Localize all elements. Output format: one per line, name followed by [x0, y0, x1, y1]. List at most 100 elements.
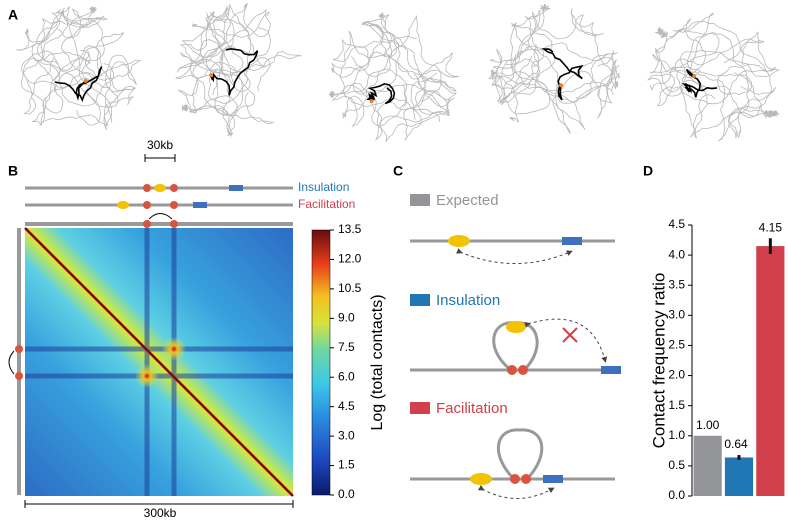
contact-map: 300kb	[24, 227, 294, 520]
polymer	[511, 42, 620, 104]
interaction	[524, 318, 608, 363]
polymer	[176, 6, 270, 73]
polymer-structures	[16, 2, 781, 142]
enhancer	[470, 473, 492, 485]
segment-end	[369, 99, 374, 104]
polymer	[192, 2, 275, 125]
polymer	[686, 32, 780, 120]
polymer	[191, 4, 303, 105]
scale-label: 30kb	[147, 138, 173, 152]
loop-arc	[8, 350, 15, 375]
colorbar-tick-label: 3.0	[338, 428, 355, 442]
colorbar-tick-label: 7.5	[338, 340, 355, 354]
diagonal	[24, 227, 294, 497]
y-tick-label: 0.5	[668, 458, 685, 472]
interaction	[456, 248, 573, 264]
value-label: 0.64	[724, 437, 748, 451]
segment-end	[83, 78, 88, 83]
panel-label: B	[8, 163, 18, 179]
polymer	[511, 4, 614, 119]
anchor	[15, 345, 23, 353]
legend-label: Insulation	[436, 292, 500, 309]
polymer	[366, 14, 449, 142]
y-tick-label: 2.5	[668, 338, 685, 352]
colorbar	[311, 229, 331, 496]
legend-swatch	[410, 402, 430, 414]
enhancer	[448, 235, 470, 247]
polymer	[490, 45, 545, 103]
panel-label: C	[393, 163, 403, 179]
y-tick-label: 1.0	[668, 428, 685, 442]
anchor	[518, 365, 528, 375]
loop-arc	[148, 213, 173, 220]
polymer	[488, 22, 556, 123]
peak	[135, 364, 159, 388]
segment-end	[209, 73, 214, 78]
colorbar-tick-label: 6.0	[338, 369, 355, 383]
loop	[497, 428, 544, 481]
polymer	[23, 6, 98, 115]
y-tick-label: 2.0	[668, 368, 685, 382]
promoter	[193, 202, 207, 208]
promoter	[229, 185, 243, 191]
enhancer	[506, 321, 526, 333]
track-label: Facilitation	[298, 197, 355, 211]
colorbar-tick-label: 4.5	[338, 399, 355, 413]
value-label: 4.15	[759, 220, 783, 234]
polymer	[654, 18, 781, 93]
promoter	[562, 237, 582, 245]
polymer	[650, 63, 776, 142]
highlighted-segment	[54, 66, 103, 103]
anchor	[521, 474, 531, 484]
anchor	[143, 220, 151, 228]
polymer	[331, 22, 426, 102]
anchor	[15, 372, 23, 380]
promoter	[543, 475, 563, 483]
polymer	[489, 9, 586, 134]
scale-label: 300kb	[144, 506, 177, 520]
polymer	[40, 8, 114, 107]
peak	[162, 337, 186, 361]
polymer	[328, 68, 450, 141]
y-tick-label: 0.0	[668, 488, 685, 502]
polymer	[339, 11, 441, 141]
y-tick-label: 3.5	[668, 277, 685, 291]
tracks: 30kb Insulation Facilitation	[8, 138, 355, 495]
polymer	[178, 39, 244, 116]
anchor	[507, 365, 517, 375]
highlighted-segment	[541, 48, 584, 101]
blocked	[562, 327, 578, 343]
colorbar-tick-label: 13.5	[338, 222, 362, 236]
enhancer	[117, 201, 129, 209]
polymer	[16, 7, 105, 93]
legend-label: Expected	[436, 192, 499, 209]
legend-swatch	[410, 294, 430, 306]
polymer	[331, 21, 401, 128]
colorbar-label: Log (total contacts)	[369, 294, 386, 430]
promoter	[601, 366, 621, 374]
value-label: 1.00	[696, 418, 720, 432]
anchor	[170, 220, 178, 228]
y-tick-label: 4.0	[668, 247, 685, 261]
y-tick-label: 1.5	[668, 398, 685, 412]
highlighted-segment	[681, 68, 718, 98]
segment-end	[559, 83, 564, 88]
polymer	[179, 10, 271, 136]
y-tick-label: 4.5	[668, 217, 685, 231]
polymer	[505, 8, 617, 99]
bar	[693, 435, 722, 496]
colorbar-tick-label: 10.5	[338, 281, 362, 295]
anchor	[143, 201, 151, 209]
polymer	[352, 51, 460, 127]
schematic: Expected Insulation Facilitation	[410, 192, 621, 499]
anchor	[510, 474, 520, 484]
y-tick-label: 3.0	[668, 308, 685, 322]
anchor	[143, 184, 151, 192]
colorbar-tick-label: 1.5	[338, 458, 355, 472]
polymer	[21, 51, 137, 108]
track-label: Insulation	[298, 180, 349, 194]
segment-end	[692, 74, 697, 79]
polymer	[654, 12, 716, 139]
polymer	[649, 20, 773, 139]
